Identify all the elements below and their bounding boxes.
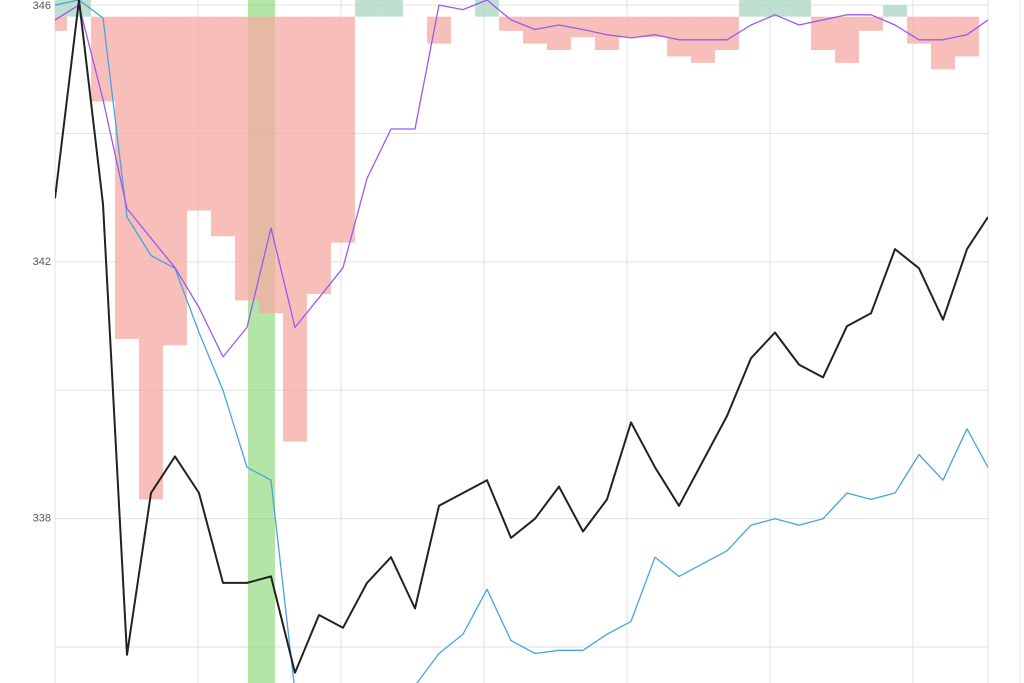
line-series (55, 0, 988, 674)
histogram-bar (955, 16, 979, 57)
histogram-bar (331, 16, 355, 243)
histogram-bar (859, 16, 883, 31)
histogram-bar (715, 16, 739, 51)
line-series (55, 0, 988, 358)
line-series (55, 0, 988, 683)
histogram-bar (547, 16, 571, 51)
histogram-bar (55, 16, 67, 31)
histogram-bar (355, 0, 379, 17)
histogram-bar (811, 16, 835, 51)
histogram-bar (211, 16, 235, 237)
histogram-bar (931, 16, 955, 70)
histogram-bar (787, 0, 811, 17)
histogram-bar (763, 0, 787, 17)
histogram-bar (643, 16, 667, 38)
histogram-bar (883, 5, 907, 17)
histogram-bar (55, 0, 67, 17)
histogram-bar (115, 16, 139, 339)
y-tick-label: 346 (33, 0, 51, 12)
grid (54, 0, 989, 683)
y-tick-label: 342 (33, 256, 51, 268)
histogram-bar (835, 16, 859, 63)
histogram-bar (619, 16, 643, 38)
histogram-bar (163, 16, 187, 346)
histogram-bar (283, 16, 307, 442)
histogram-bar (739, 0, 763, 17)
histogram-bar (499, 16, 523, 31)
plot-area (55, 0, 988, 683)
histogram-bar (667, 16, 691, 57)
histogram-bar (571, 16, 595, 38)
histogram-bar (91, 16, 115, 102)
histogram-bar (139, 16, 163, 500)
histogram-bar (187, 16, 211, 211)
histogram-bar (475, 0, 499, 17)
histogram-bar (523, 16, 547, 44)
histogram-bar (595, 16, 619, 51)
histogram-bar (307, 16, 331, 294)
axis-labels: 338 342 346 (33, 0, 51, 525)
y-tick-label: 338 (33, 513, 51, 525)
histogram-bar (427, 16, 451, 44)
histogram-bar (379, 0, 403, 17)
histogram-bar (907, 16, 931, 44)
histogram-bar (259, 16, 283, 314)
histogram-bar (235, 16, 259, 301)
